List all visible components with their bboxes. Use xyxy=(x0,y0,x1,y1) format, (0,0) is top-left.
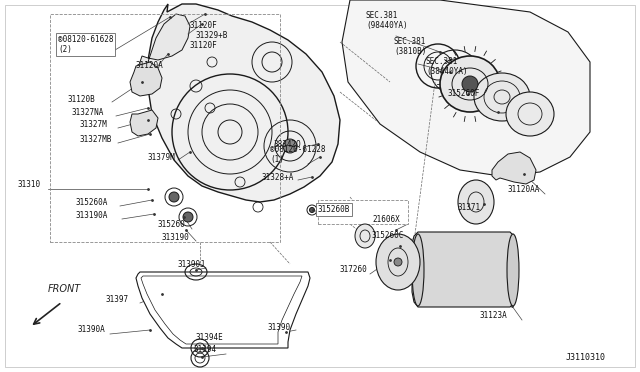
Text: 315260B: 315260B xyxy=(318,205,350,214)
Text: 31123A: 31123A xyxy=(480,311,508,320)
Text: SEC.381
(3810B): SEC.381 (3810B) xyxy=(394,36,426,56)
Ellipse shape xyxy=(507,234,519,306)
Ellipse shape xyxy=(474,73,530,121)
Text: 31327M: 31327M xyxy=(80,120,108,129)
Text: 317260: 317260 xyxy=(340,265,368,274)
Text: 313190: 313190 xyxy=(162,233,189,242)
Ellipse shape xyxy=(376,234,420,290)
Text: 315260A: 315260A xyxy=(75,198,108,207)
Text: 31390: 31390 xyxy=(268,323,291,332)
Polygon shape xyxy=(148,4,340,202)
Ellipse shape xyxy=(394,258,402,266)
Text: 31390A: 31390A xyxy=(78,325,106,334)
Text: ®08120-61628
(2): ®08120-61628 (2) xyxy=(58,35,113,54)
Text: 31371: 31371 xyxy=(458,203,481,212)
Polygon shape xyxy=(136,272,310,348)
Text: 38342Q: 38342Q xyxy=(274,140,301,149)
Text: 31120F: 31120F xyxy=(190,41,218,50)
Text: 31329+B: 31329+B xyxy=(196,31,228,40)
Ellipse shape xyxy=(458,180,494,224)
Text: 315260: 315260 xyxy=(158,220,186,229)
Text: ®08120-61228
(1): ®08120-61228 (1) xyxy=(270,145,326,164)
Text: 31310: 31310 xyxy=(18,180,41,189)
Polygon shape xyxy=(140,14,190,76)
Text: 315260F: 315260F xyxy=(447,89,479,98)
Text: 313190A: 313190A xyxy=(75,211,108,220)
Ellipse shape xyxy=(440,56,500,112)
Text: 31120B: 31120B xyxy=(68,95,96,104)
Text: SEC.381
(38440YA): SEC.381 (38440YA) xyxy=(426,57,468,76)
Polygon shape xyxy=(412,232,515,307)
Text: 31120A: 31120A xyxy=(136,61,164,70)
Ellipse shape xyxy=(169,192,179,202)
Polygon shape xyxy=(492,152,536,184)
Text: 31327NA: 31327NA xyxy=(72,108,104,117)
Text: FRONT: FRONT xyxy=(48,284,81,294)
Ellipse shape xyxy=(462,76,478,92)
Text: 31120F: 31120F xyxy=(190,21,218,30)
Text: SEC.381
(98440YA): SEC.381 (98440YA) xyxy=(366,10,408,30)
Text: 315260C: 315260C xyxy=(372,231,404,240)
Text: 31328+A: 31328+A xyxy=(262,173,294,182)
Text: 31379M: 31379M xyxy=(148,153,176,162)
Bar xyxy=(318,200,408,224)
Ellipse shape xyxy=(183,212,193,222)
Text: 31390J: 31390J xyxy=(178,260,205,269)
Bar xyxy=(50,14,280,242)
Ellipse shape xyxy=(355,224,375,248)
Text: 31394: 31394 xyxy=(194,345,217,354)
Polygon shape xyxy=(130,62,162,96)
Text: 31120AA: 31120AA xyxy=(507,185,540,194)
Text: 21606X: 21606X xyxy=(372,215,400,224)
Ellipse shape xyxy=(283,139,297,153)
Text: 31327MB: 31327MB xyxy=(80,135,113,144)
Ellipse shape xyxy=(412,234,424,306)
Text: J3110310: J3110310 xyxy=(566,353,606,362)
Polygon shape xyxy=(130,110,158,136)
Ellipse shape xyxy=(310,208,314,212)
Text: 31394E: 31394E xyxy=(196,333,224,342)
Text: 31397: 31397 xyxy=(105,295,128,304)
Ellipse shape xyxy=(506,92,554,136)
Polygon shape xyxy=(342,0,590,176)
